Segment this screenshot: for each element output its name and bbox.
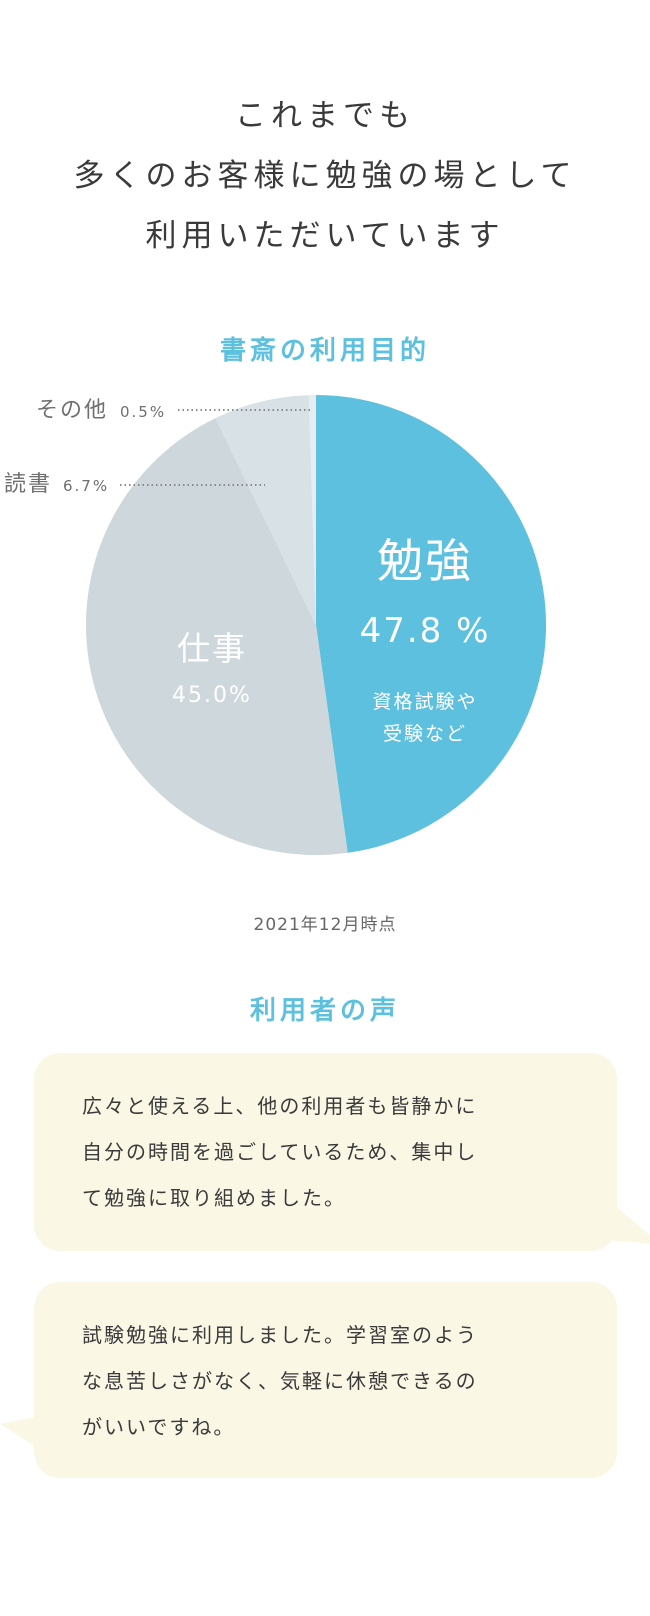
voice-1-line-2: 自分の時間を過ごしているため、集中し: [82, 1140, 478, 1164]
voice-1-line-3: て勉強に取り組めました。: [82, 1186, 346, 1210]
slice-label-other: その他: [36, 398, 108, 423]
headline-line-1: これまでも: [235, 98, 415, 134]
slice-value-work: 45.0%: [172, 683, 252, 708]
bubble-tail-left: [0, 1412, 60, 1462]
slice-note-study-line-2: 受験など: [383, 723, 467, 745]
bubble-tail-right: [604, 1196, 650, 1244]
slice-value-reading: 6.7%: [63, 477, 109, 495]
slice-value-study: 47.8 %: [360, 611, 491, 651]
headline-line-2: 多くのお客様に勉強の場として: [73, 158, 577, 194]
voice-2-line-3: がいいですね。: [82, 1415, 236, 1439]
headline: これまでも 多くのお客様に勉強の場として 利用いただいています: [0, 86, 650, 266]
chart-section-title: 書斎の利用目的: [219, 336, 430, 366]
slice-note-study-line-1: 資格試験や: [372, 691, 477, 713]
slice-label-study: 勉強: [377, 534, 473, 588]
pie-slice-1: [85, 418, 348, 856]
headline-line-3: 利用いただいています: [145, 218, 505, 254]
slice-value-other: 0.5%: [120, 403, 166, 421]
slice-label-work: 仕事: [177, 629, 247, 668]
as-of-date: 2021年12月時点: [253, 915, 397, 935]
voice-2-line-1: 試験勉強に利用しました。学習室のよう: [82, 1323, 478, 1347]
pie-slice-2: [215, 395, 316, 625]
voice-1-line-1: 広々と使える上、他の利用者も皆静かに: [82, 1094, 478, 1118]
voice-2-line-2: な息苦しさがなく、気軽に休憩できるの: [82, 1369, 478, 1393]
voices-section-title: 利用者の声: [249, 996, 400, 1026]
voice-bubble-2: 試験勉強に利用しました。学習室のよう な息苦しさがなく、気軽に休憩できるの がい…: [0, 1282, 617, 1478]
pie-slice-0: [316, 395, 547, 853]
slice-label-reading: 読書: [4, 472, 52, 497]
pie-slice-3: [308, 394, 316, 625]
voice-bubble-1: 広々と使える上、他の利用者も皆静かに 自分の時間を過ごしているため、集中し て勉…: [34, 1053, 650, 1251]
